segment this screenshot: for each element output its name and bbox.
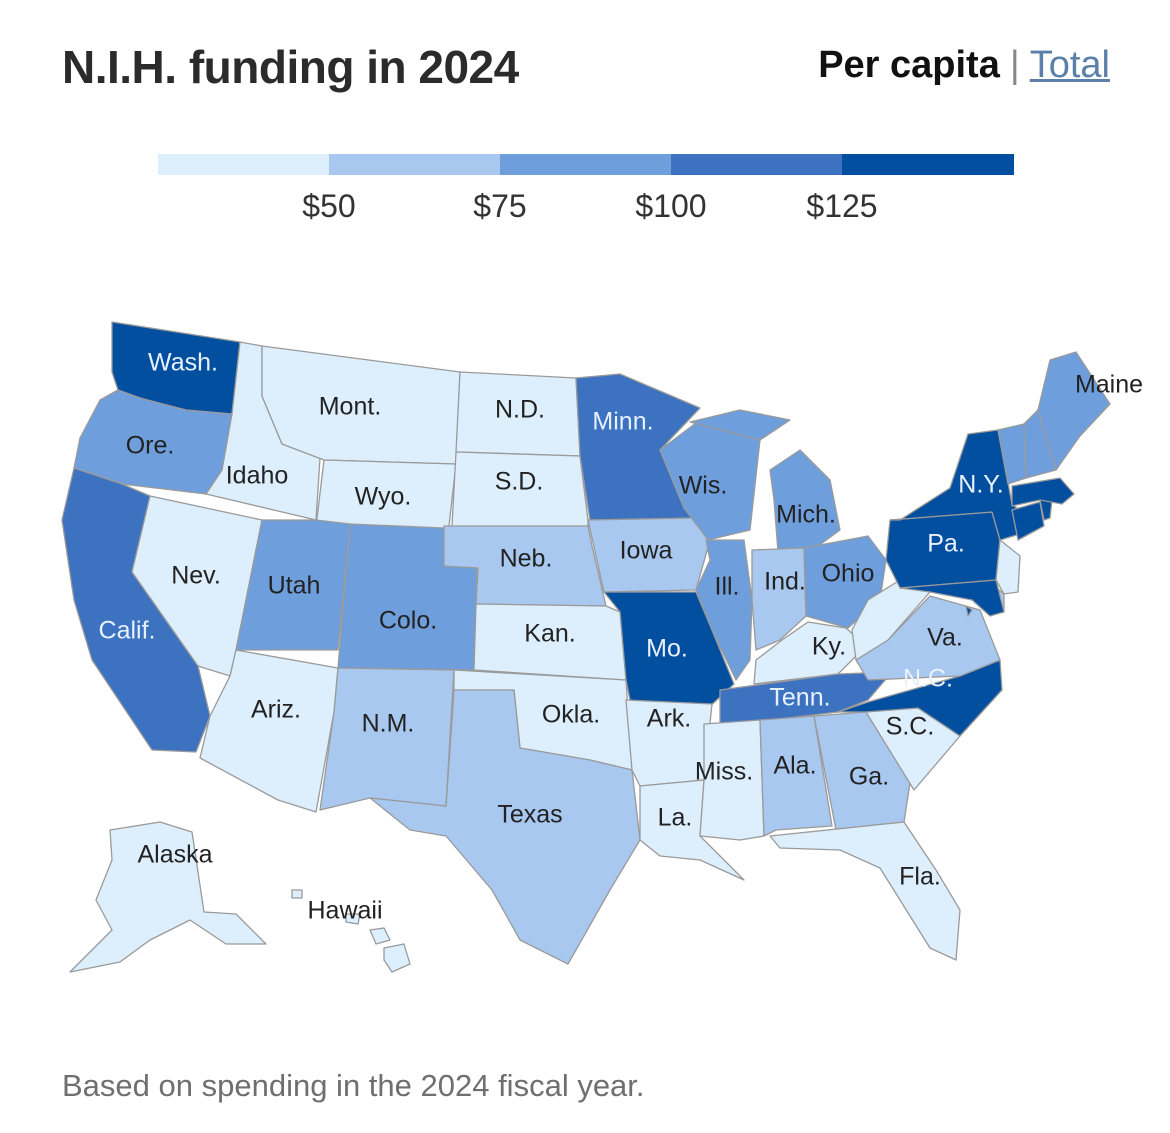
state-label-minnesota: Minn. (592, 408, 653, 436)
state-alabama[interactable] (759, 715, 833, 837)
state-label-indiana: Ind. (764, 568, 806, 596)
state-label-tennessee: Tenn. (769, 684, 830, 712)
state-label-nevada: Nev. (171, 562, 221, 590)
legend-swatch-5 (842, 154, 1014, 175)
state-district-of-columbia[interactable] (965, 605, 973, 617)
state-florida[interactable] (769, 821, 961, 961)
color-legend: $50 $75 $100 $125 (158, 154, 1014, 224)
state-label-california: Calif. (99, 617, 156, 645)
state-label-florida: Fla. (899, 863, 941, 891)
state-label-oregon: Ore. (126, 432, 175, 460)
state-label-alaska: Alaska (137, 841, 212, 869)
state-label-arizona: Ariz. (251, 696, 301, 724)
state-label-hawaii: Hawaii (307, 897, 382, 925)
state-label-north-carolina: N.C. (903, 665, 953, 693)
footnote: Based on spending in the 2024 fiscal yea… (62, 1068, 645, 1103)
legend-tick-125: $125 (806, 188, 878, 224)
state-label-illinois: Ill. (715, 573, 740, 601)
state-michigan[interactable] (689, 409, 841, 553)
state-label-montana: Mont. (319, 393, 382, 421)
state-label-utah: Utah (268, 572, 321, 600)
state-label-idaho: Idaho (226, 462, 289, 490)
state-connecticut[interactable] (1011, 501, 1045, 541)
state-label-alabama: Ala. (773, 752, 816, 780)
state-label-washington: Wash. (148, 349, 218, 377)
state-label-michigan: Mich. (776, 501, 836, 529)
legend-swatch-1 (158, 154, 329, 175)
legend-swatch-4 (671, 154, 842, 175)
chart-title: N.I.H. funding in 2024 (62, 41, 519, 93)
state-label-new-york: N.Y. (958, 471, 1003, 499)
state-utah[interactable] (235, 519, 351, 651)
state-label-kentucky: Ky. (812, 633, 846, 661)
state-iowa[interactable] (587, 517, 711, 593)
state-arizona[interactable] (199, 649, 339, 813)
total-toggle-link[interactable]: Total (1029, 44, 1110, 86)
legend-swatch-2 (329, 154, 500, 175)
state-maryland[interactable] (899, 579, 1005, 617)
state-hawaii[interactable] (291, 889, 411, 973)
state-label-louisiana: La. (658, 804, 693, 832)
state-texas[interactable] (369, 689, 641, 965)
legend-swatch-3 (500, 154, 671, 175)
state-maine[interactable] (1037, 351, 1111, 471)
us-choropleth-map: Wash. Ore. Calif. Idaho Nev. Mont. Wyo. Utah Col… (61, 321, 1143, 973)
state-label-mississippi: Miss. (695, 758, 753, 786)
state-label-new-mexico: N.M. (362, 710, 415, 738)
legend-tick-50: $50 (302, 188, 356, 224)
state-label-south-carolina: S.C. (886, 713, 935, 741)
state-label-colorado: Colo. (379, 607, 437, 635)
legend-tick-75: $75 (473, 188, 527, 224)
toggle-separator: | (1009, 44, 1020, 86)
state-label-wisconsin: Wis. (679, 472, 728, 500)
state-label-south-dakota: S.D. (495, 468, 544, 496)
state-label-arkansas: Ark. (647, 705, 691, 733)
state-alaska[interactable] (69, 821, 267, 973)
state-label-pennsylvania: Pa. (927, 530, 965, 558)
state-label-virginia: Va. (927, 624, 963, 652)
legend-tick-100: $100 (635, 188, 707, 224)
state-label-oklahoma: Okla. (542, 701, 600, 729)
state-label-wyoming: Wyo. (355, 483, 412, 511)
state-illinois[interactable] (695, 539, 753, 681)
state-label-texas: Texas (497, 801, 562, 829)
state-massachusetts[interactable] (1011, 477, 1075, 507)
state-new-mexico[interactable] (319, 667, 455, 811)
state-label-iowa: Iowa (620, 537, 673, 565)
per-capita-toggle[interactable]: Per capita (818, 44, 1000, 86)
state-label-north-dakota: N.D. (495, 396, 545, 424)
state-label-georgia: Ga. (849, 763, 889, 791)
state-label-nebraska: Neb. (500, 545, 553, 573)
state-new-jersey[interactable] (995, 539, 1021, 595)
state-label-kansas: Kan. (524, 620, 575, 648)
state-label-missouri: Mo. (646, 635, 688, 663)
metric-toggle: Per capita | Total (818, 44, 1110, 87)
state-label-ohio: Ohio (822, 560, 875, 588)
state-label-maine: Maine (1075, 371, 1143, 399)
